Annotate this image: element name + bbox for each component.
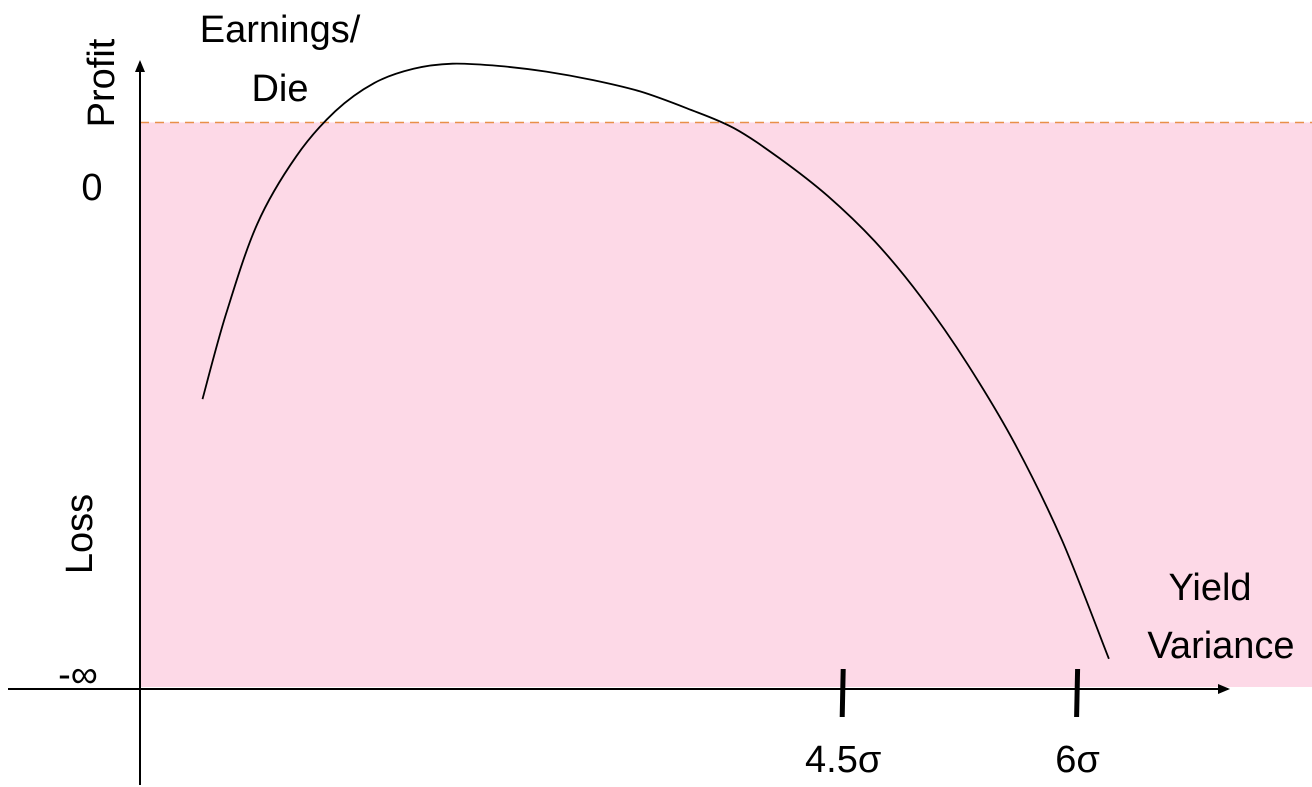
earnings-curve	[201, 62, 1110, 660]
y-bottom-label: -∞	[58, 654, 98, 696]
x-axis-title-line1: Yield	[1168, 567, 1251, 609]
y-axis-title-line2: Die	[251, 68, 308, 110]
x-axis-title-line2: Variance	[1147, 625, 1294, 667]
loss-region	[140, 122, 1312, 688]
loss-label: Loss	[59, 494, 101, 574]
y-zero-label: 0	[81, 167, 102, 209]
y-axis-title-line1: Earnings/	[200, 9, 361, 51]
x-tick-label: 4.5σ	[805, 739, 881, 781]
x-tick-mark	[1074, 668, 1081, 718]
profit-label: Profit	[81, 38, 123, 127]
x-tick-mark	[839, 668, 846, 718]
x-tick-label: 6σ	[1055, 739, 1100, 781]
